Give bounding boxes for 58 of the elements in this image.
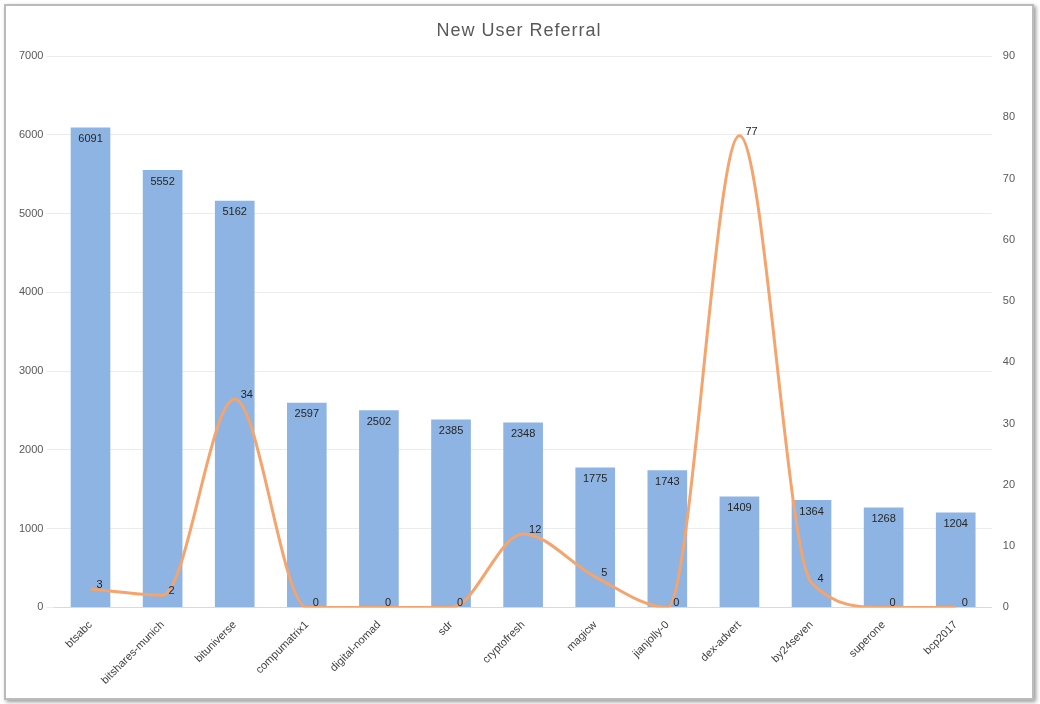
data-label: 4 — [817, 571, 824, 584]
data-label: 34 — [240, 388, 253, 401]
data-label: 12 — [529, 522, 542, 535]
y2-tick-label: 50 — [1002, 294, 1016, 307]
data-label: 6091 — [78, 132, 103, 145]
y-tick-label: 5000 — [18, 206, 44, 219]
data-label: 2348 — [510, 427, 536, 439]
y2-tick-label: 60 — [1002, 232, 1016, 245]
bar — [142, 170, 183, 607]
data-label: 0 — [312, 596, 319, 609]
y2-tick-label: 40 — [1002, 355, 1016, 368]
bar — [575, 467, 616, 607]
data-label: 2 — [168, 584, 175, 597]
y2-tick-label: 20 — [1002, 477, 1016, 490]
bar — [431, 419, 471, 607]
y-tick-label: 7000 — [18, 49, 44, 62]
bar — [359, 410, 399, 607]
bar — [935, 512, 976, 607]
data-label: 1268 — [871, 512, 896, 525]
data-label: 2385 — [438, 424, 464, 437]
chart-title: New User Referral — [435, 20, 603, 41]
y2-tick-label: 90 — [1002, 49, 1016, 62]
y-tick-label: 0 — [37, 600, 44, 613]
data-label: 2502 — [366, 414, 392, 427]
data-label: 1409 — [727, 500, 752, 513]
y-tick-label: 4000 — [18, 285, 44, 298]
data-label: 0 — [889, 596, 896, 609]
y2-tick-label: 80 — [1002, 110, 1016, 123]
data-label: 77 — [745, 124, 758, 137]
data-label: 0 — [457, 596, 464, 609]
data-label: 5 — [601, 565, 608, 578]
y2-tick-label: 0 — [1002, 600, 1009, 613]
x-tick-label: sdr — [435, 617, 455, 638]
bar — [70, 127, 111, 607]
data-label: 1775 — [582, 472, 608, 485]
bar — [214, 200, 255, 607]
data-label: 2597 — [294, 407, 320, 420]
y2-tick-label: 30 — [1002, 416, 1016, 429]
data-label: 0 — [961, 596, 968, 609]
bar — [503, 422, 543, 607]
data-label: 0 — [384, 596, 392, 609]
bar — [863, 507, 904, 607]
bar — [719, 496, 760, 607]
y-tick-label: 3000 — [18, 364, 44, 377]
bar — [647, 470, 688, 607]
data-label: 3 — [96, 578, 103, 591]
y2-tick-label: 10 — [1002, 539, 1016, 552]
y2-tick-label: 70 — [1002, 171, 1016, 184]
y-tick-label: 1000 — [18, 521, 44, 534]
y-tick-label: 6000 — [18, 127, 44, 140]
bar — [286, 402, 327, 607]
y-tick-label: 2000 — [18, 442, 44, 455]
data-label: 5552 — [150, 174, 175, 187]
data-label: 1204 — [943, 517, 968, 530]
data-label: 1743 — [655, 474, 680, 487]
data-label: 5162 — [222, 205, 247, 218]
data-label: 0 — [673, 596, 680, 609]
data-label: 1364 — [799, 504, 824, 517]
